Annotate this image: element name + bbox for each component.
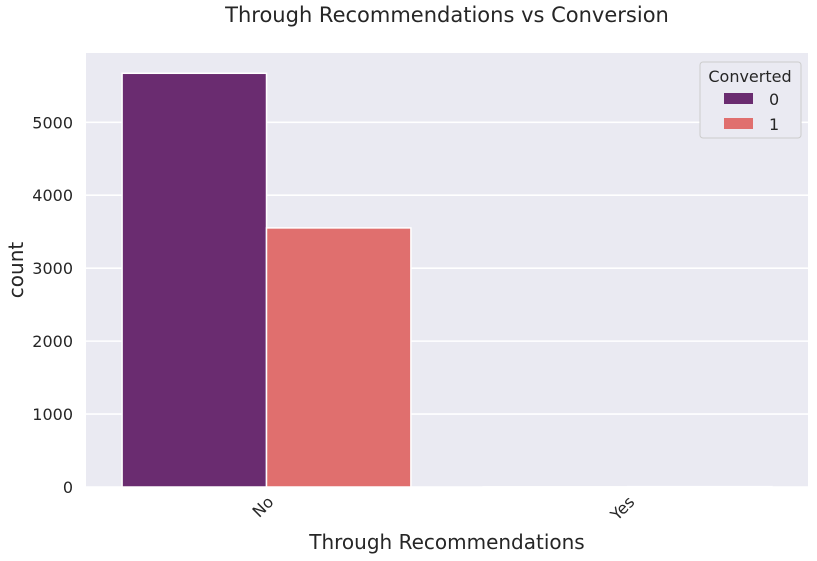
y-tick-label: 4000 (32, 186, 73, 205)
x-tick-labels: No Yes (249, 492, 639, 524)
x-tick-label: No (249, 492, 278, 521)
y-tick-label: 5000 (32, 113, 73, 132)
y-tick-label: 1000 (32, 405, 73, 424)
legend-label-0: 0 (769, 90, 779, 109)
x-tick-label: Yes (606, 492, 638, 524)
x-axis-title: Through Recommendations (308, 530, 584, 554)
legend-label-1: 1 (769, 115, 779, 134)
y-tick-labels: 0 1000 2000 3000 4000 5000 (32, 113, 73, 497)
legend-swatch-0 (724, 93, 753, 104)
bar-no-series-0 (121, 72, 268, 488)
legend: Converted 0 1 (699, 61, 802, 139)
chart-title: Through Recommendations vs Conversion (224, 3, 669, 27)
legend-title: Converted (708, 67, 791, 86)
y-tick-label: 3000 (32, 259, 73, 278)
y-axis-title: count (4, 242, 28, 299)
legend-swatch-1 (724, 118, 753, 129)
y-tick-label: 0 (63, 478, 73, 497)
y-tick-label: 2000 (32, 332, 73, 351)
bar-no-series-1 (265, 227, 412, 488)
bars (121, 72, 773, 488)
